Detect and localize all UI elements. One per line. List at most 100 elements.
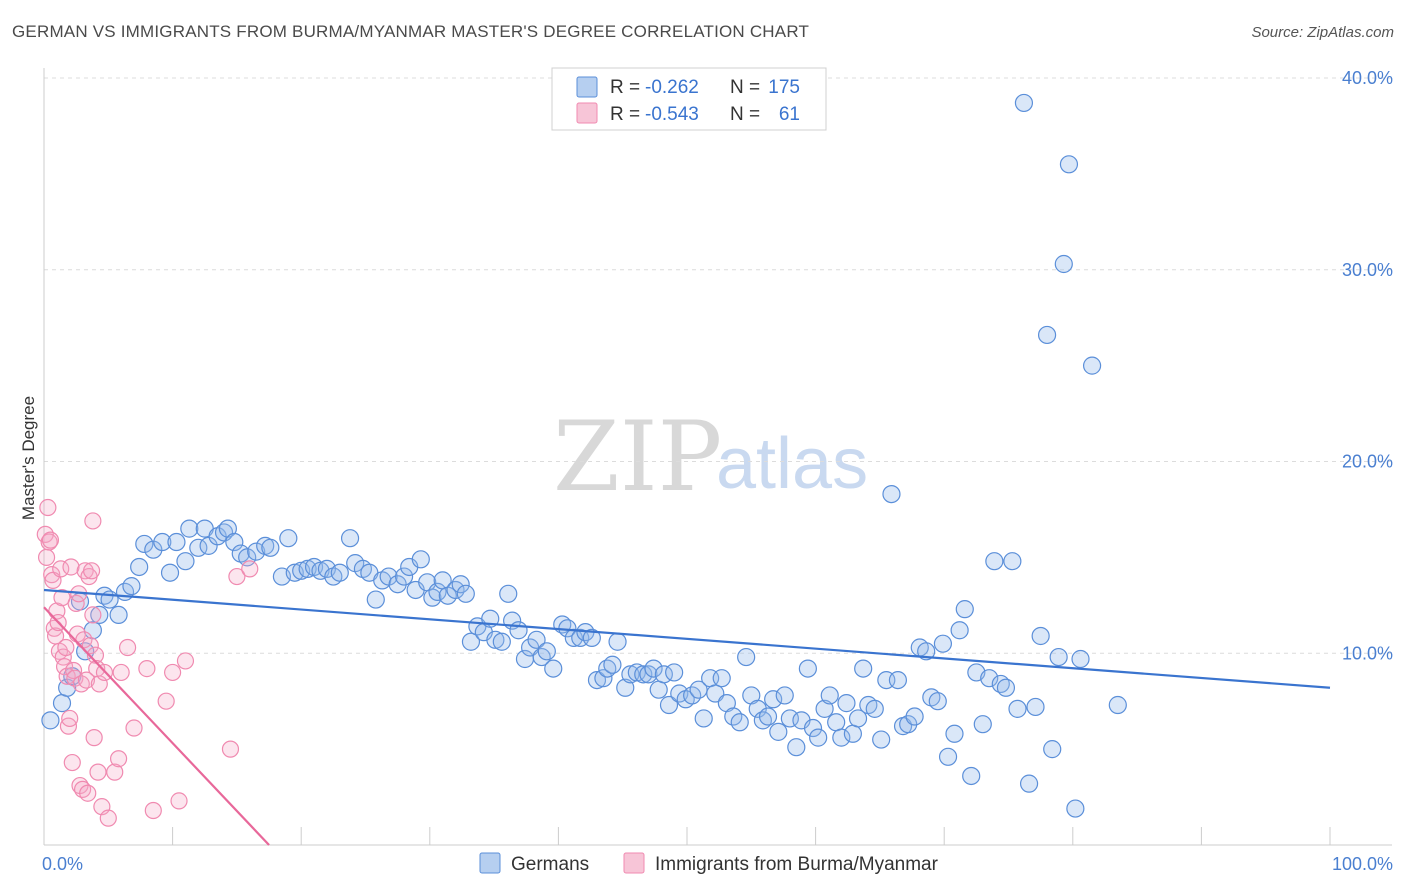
germans-point bbox=[608, 632, 627, 651]
burma-point bbox=[62, 558, 80, 576]
germans-point bbox=[1054, 254, 1073, 274]
germans-point bbox=[639, 665, 658, 684]
germans-point bbox=[247, 542, 266, 561]
germans-point bbox=[775, 686, 794, 705]
germans-point bbox=[996, 678, 1016, 697]
germans-point bbox=[888, 670, 908, 690]
germans-point bbox=[843, 724, 862, 743]
burma-point bbox=[138, 659, 156, 678]
legend-r-value-germans: -0.262 bbox=[645, 77, 699, 98]
germans-point bbox=[780, 709, 799, 728]
x-tick-labels: 0.0% 100.0% bbox=[42, 854, 1393, 874]
germans-point bbox=[582, 628, 601, 648]
watermark-atlas: atlas bbox=[716, 424, 868, 504]
legend-r-label-germans: R = bbox=[610, 77, 640, 98]
germans-point bbox=[225, 532, 244, 552]
germans-point bbox=[135, 534, 154, 554]
germans-point bbox=[537, 642, 556, 661]
burma-point bbox=[41, 531, 60, 549]
germans-point bbox=[330, 563, 349, 582]
germans-point bbox=[499, 584, 518, 603]
y-tick-label: 40.0% bbox=[1342, 68, 1393, 88]
germans-point bbox=[905, 707, 924, 726]
burma-point bbox=[84, 512, 102, 530]
germans-point bbox=[737, 647, 756, 667]
burma-point bbox=[52, 560, 70, 578]
burma-point bbox=[109, 750, 128, 768]
burma-point bbox=[112, 663, 130, 682]
x-tick-label-right: 100.0% bbox=[1332, 854, 1393, 874]
y-tick-labels: 10.0% 20.0% 30.0% 40.0% bbox=[1342, 68, 1393, 663]
germans-point bbox=[1014, 93, 1034, 113]
germans-point bbox=[1066, 799, 1085, 818]
germans-point bbox=[160, 563, 180, 582]
germans-point bbox=[1108, 695, 1127, 715]
x-tick-label-left: 0.0% bbox=[42, 854, 83, 874]
germans-point bbox=[837, 694, 856, 713]
germans-point bbox=[694, 709, 713, 728]
burma-point bbox=[85, 729, 103, 747]
bottom-legend: Germans Immigrants from Burma/Myanmar bbox=[479, 852, 939, 875]
burma-trend-line bbox=[43, 606, 270, 846]
germans-point bbox=[261, 538, 280, 557]
legend-n-label-germans: N = bbox=[730, 77, 760, 98]
germans-point bbox=[41, 711, 60, 730]
germans-point bbox=[798, 659, 817, 678]
germans-point bbox=[980, 669, 999, 688]
germans-point bbox=[955, 600, 974, 619]
germans-point bbox=[180, 519, 199, 538]
germans-point bbox=[1071, 649, 1090, 669]
germans-point bbox=[1008, 699, 1027, 718]
germans-point bbox=[167, 532, 186, 552]
germans-point bbox=[423, 588, 442, 607]
germans-point bbox=[1049, 647, 1068, 667]
burma-point bbox=[57, 638, 75, 657]
germans-point bbox=[587, 670, 607, 690]
germans-point bbox=[532, 647, 551, 667]
burma-point bbox=[43, 566, 61, 584]
germans-point bbox=[865, 699, 884, 718]
burma-point bbox=[55, 658, 74, 676]
germans-point bbox=[1019, 774, 1039, 793]
germans-point bbox=[486, 630, 505, 649]
chart-source: Source: ZipAtlas.com bbox=[1251, 24, 1394, 41]
germans-point bbox=[456, 584, 475, 603]
y-tick-label: 20.0% bbox=[1342, 452, 1393, 472]
germans-point bbox=[803, 718, 823, 738]
germans-point bbox=[769, 722, 788, 741]
germans-point bbox=[411, 550, 430, 569]
germans-point bbox=[122, 577, 141, 596]
germans-point bbox=[621, 665, 640, 684]
germans-point bbox=[1059, 155, 1079, 174]
germans-point bbox=[815, 699, 834, 718]
germans-point bbox=[748, 699, 767, 718]
burma-point bbox=[79, 784, 97, 802]
legend-swatch-burma bbox=[576, 102, 598, 124]
burma-point bbox=[164, 663, 182, 682]
burma-point bbox=[61, 709, 79, 728]
chart-title: GERMAN VS IMMIGRANTS FROM BURMA/MYANMAR … bbox=[12, 22, 810, 41]
germans-point bbox=[758, 707, 778, 726]
germans-point bbox=[176, 552, 195, 571]
germans-point bbox=[1082, 356, 1102, 375]
burma-point bbox=[221, 740, 240, 758]
y-tick-label: 30.0% bbox=[1342, 260, 1393, 280]
burma-point bbox=[37, 548, 56, 566]
germans-point bbox=[1037, 325, 1057, 345]
y-axis-label: Master's Degree bbox=[19, 396, 38, 520]
germans-point bbox=[928, 692, 947, 711]
germans-point bbox=[872, 730, 891, 749]
legend-r-value-burma: -0.543 bbox=[645, 104, 699, 125]
burma-point bbox=[63, 753, 81, 772]
germans-point bbox=[827, 713, 846, 732]
burma-point bbox=[176, 652, 195, 670]
watermark: ZIP atlas bbox=[553, 401, 868, 513]
germans-point bbox=[809, 728, 828, 747]
germans-point bbox=[820, 686, 839, 705]
burma-point bbox=[99, 809, 117, 827]
bottom-legend-label-germans: Germans bbox=[511, 854, 589, 875]
germans-point bbox=[938, 747, 958, 766]
burma-point bbox=[106, 763, 124, 781]
germans-point bbox=[933, 634, 953, 653]
